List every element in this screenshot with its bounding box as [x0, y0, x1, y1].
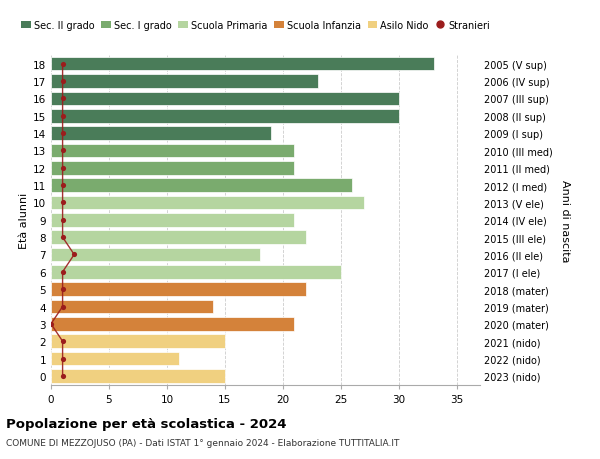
Bar [51, 231, 306, 244]
Bar [51, 127, 271, 140]
Bar [51, 92, 399, 106]
Bar [51, 283, 306, 296]
Bar [51, 352, 179, 365]
Point [58, 182, 67, 190]
Point [58, 217, 67, 224]
Bar [51, 300, 214, 313]
Text: Popolazione per età scolastica - 2024: Popolazione per età scolastica - 2024 [6, 417, 287, 430]
Y-axis label: Età alunni: Età alunni [19, 192, 29, 248]
Point [58, 113, 67, 120]
Legend: Sec. II grado, Sec. I grado, Scuola Primaria, Scuola Infanzia, Asilo Nido, Stran: Sec. II grado, Sec. I grado, Scuola Prim… [17, 17, 494, 35]
Text: COMUNE DI MEZZOJUSO (PA) - Dati ISTAT 1° gennaio 2024 - Elaborazione TUTTITALIA.: COMUNE DI MEZZOJUSO (PA) - Dati ISTAT 1°… [6, 438, 400, 448]
Point [58, 95, 67, 103]
Bar [51, 265, 341, 279]
Point [58, 147, 67, 155]
Bar [51, 179, 352, 192]
Point [58, 234, 67, 241]
Bar [51, 58, 434, 71]
Y-axis label: Anni di nascita: Anni di nascita [560, 179, 569, 262]
Bar [51, 75, 317, 89]
Point [58, 269, 67, 276]
Bar [51, 196, 364, 210]
Point [58, 372, 67, 380]
Point [58, 78, 67, 85]
Point [58, 286, 67, 293]
Bar [51, 317, 295, 331]
Point [58, 130, 67, 138]
Point [58, 165, 67, 172]
Point [58, 338, 67, 345]
Bar [51, 369, 225, 383]
Bar [51, 162, 295, 175]
Bar [51, 335, 225, 348]
Bar [51, 213, 295, 227]
Point [46, 320, 56, 328]
Point [70, 251, 79, 258]
Point [58, 199, 67, 207]
Bar [51, 248, 260, 262]
Bar [51, 145, 295, 158]
Bar [51, 110, 399, 123]
Point [58, 61, 67, 68]
Point [58, 355, 67, 363]
Point [58, 303, 67, 310]
